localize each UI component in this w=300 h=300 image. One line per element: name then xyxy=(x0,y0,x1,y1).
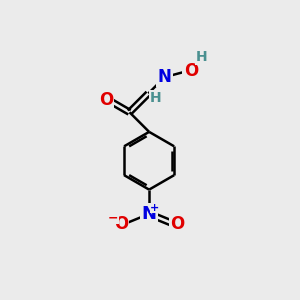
Text: N: N xyxy=(158,68,172,86)
Text: O: O xyxy=(114,215,128,233)
Text: O: O xyxy=(170,215,184,233)
Text: H: H xyxy=(150,91,161,105)
Text: H: H xyxy=(196,50,208,64)
Text: O: O xyxy=(99,91,113,109)
Text: +: + xyxy=(150,203,160,213)
Text: N: N xyxy=(142,205,157,223)
Text: O: O xyxy=(184,62,198,80)
Text: −: − xyxy=(108,211,119,224)
